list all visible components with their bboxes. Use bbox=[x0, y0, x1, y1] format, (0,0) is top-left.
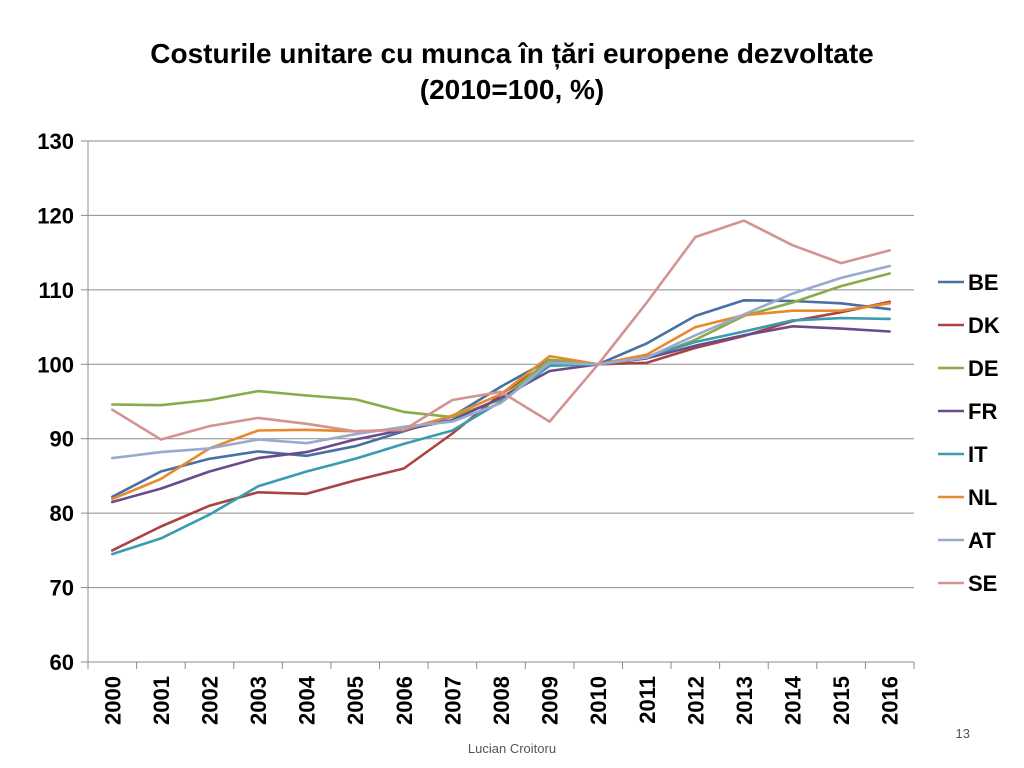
x-tick-label: 2013 bbox=[732, 676, 757, 725]
y-tick-label: 100 bbox=[37, 352, 74, 377]
author-footer: Lucian Croitoru bbox=[467, 741, 557, 756]
y-tick-label: 110 bbox=[39, 278, 75, 303]
x-tick-label: 2000 bbox=[100, 676, 125, 725]
chart-title-line-2: (2010=100, %) bbox=[419, 74, 605, 105]
chart-title: Costurile unitare cu munca în țări europ… bbox=[0, 36, 1024, 108]
series-line-fr bbox=[111, 324, 892, 504]
x-tick-label: 2007 bbox=[440, 676, 465, 725]
legend-label-se: SE bbox=[968, 571, 997, 596]
legend-label-de: DE bbox=[968, 356, 999, 381]
x-tick-label: 2010 bbox=[586, 676, 611, 725]
legend-label-it: IT bbox=[968, 442, 988, 467]
x-tick-label: 2016 bbox=[878, 676, 903, 725]
grid-lines bbox=[88, 140, 914, 589]
x-tick-label: 2001 bbox=[149, 676, 174, 725]
x-tick-label: 2014 bbox=[781, 675, 806, 725]
y-tick-label: 80 bbox=[50, 501, 74, 526]
x-tick-label: 2012 bbox=[683, 676, 708, 725]
y-tick-label: 60 bbox=[50, 650, 74, 675]
x-tick-label: 2006 bbox=[392, 676, 417, 725]
legend-label-nl: NL bbox=[968, 485, 997, 510]
y-tick-label: 70 bbox=[50, 576, 74, 601]
x-tick-label: 2015 bbox=[829, 676, 854, 725]
legend-label-be: BE bbox=[968, 270, 999, 295]
series-line-at bbox=[111, 264, 892, 460]
y-tick-label: 120 bbox=[37, 203, 74, 228]
y-tick-label: 130 bbox=[37, 129, 74, 154]
legend: BE DK DE FR IT NL AT SE bbox=[938, 270, 1000, 596]
series-lines bbox=[111, 219, 892, 556]
x-tick-label: 2008 bbox=[489, 676, 514, 725]
x-tick-label: 2003 bbox=[246, 676, 271, 725]
y-tick-label: 90 bbox=[50, 427, 74, 452]
series-line-nl bbox=[111, 301, 892, 501]
legend-label-dk: DK bbox=[968, 313, 1000, 338]
x-tick-label: 2002 bbox=[197, 676, 222, 725]
legend-label-at: AT bbox=[968, 528, 996, 553]
series-line-se bbox=[111, 219, 892, 441]
x-tick-label: 2005 bbox=[343, 676, 368, 725]
series-line-be bbox=[111, 298, 892, 499]
x-tick-label: 2011 bbox=[635, 676, 660, 724]
x-tick-label: 2004 bbox=[295, 675, 320, 725]
legend-label-fr: FR bbox=[968, 399, 997, 424]
series-line-de bbox=[111, 272, 892, 419]
chart-title-line-1: Costurile unitare cu munca în țări europ… bbox=[150, 38, 874, 69]
page-number: 13 bbox=[955, 726, 970, 741]
x-tick-label: 2009 bbox=[538, 676, 563, 725]
series-line-it bbox=[111, 316, 892, 556]
axes: 60 70 80 90 100 110 120 130 2000 2001 2002 2003 2004… bbox=[37, 129, 915, 725]
